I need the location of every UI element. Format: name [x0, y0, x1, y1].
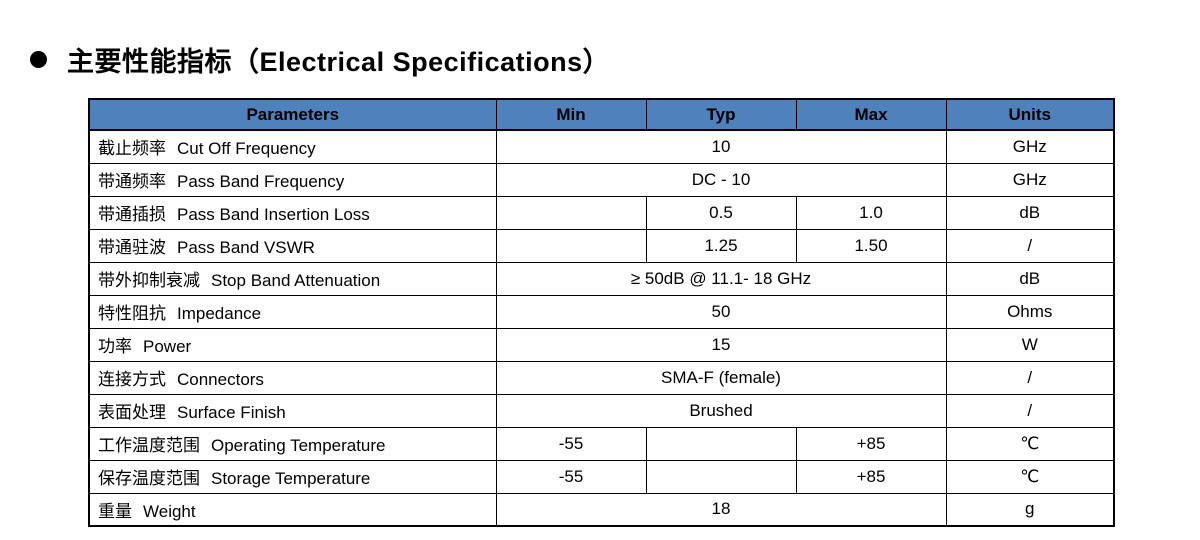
units-cell: g [945, 492, 1115, 527]
parameter-name-en: Weight [143, 501, 196, 521]
value-cell: 18 [495, 492, 947, 527]
parameter-name-zh: 带通频率 [98, 172, 166, 191]
parameter-name-en: Power [143, 337, 192, 356]
parameter-name-zh: 带通插损 [98, 205, 166, 224]
parameter-name-zh: 特性阻抗 [98, 304, 166, 323]
table-header-row: Parameters Min Typ Max Units [88, 98, 1115, 131]
parameter-cell: 带通驻波 Pass Band VSWR [88, 228, 497, 263]
value-cell: Brushed [495, 393, 947, 428]
units-cell: dB [945, 195, 1115, 230]
value-cell: SMA-F (female) [495, 360, 947, 395]
parameter-name-zh: 表面处理 [98, 403, 166, 422]
table-row-connectors: 连接方式 Connectors SMA-F (female) / [88, 360, 1115, 395]
parameter-name-en: Impedance [177, 304, 262, 323]
electrical-specifications-table: Parameters Min Typ Max Units 截止频率 Cut Off… [88, 98, 1115, 527]
parameter-cell: 连接方式 Connectors [88, 360, 497, 395]
page-title: 主要性能指标（Electrical Specifications） [67, 47, 611, 77]
table-row-pass-band-insertion-loss: 带通插损 Pass Band Insertion Loss 0.5 1.0 dB [88, 195, 1115, 230]
parameter-name-en: Connectors [177, 370, 264, 389]
column-header-units: Units [945, 98, 1115, 131]
value-cell: ≥ 50dB @ 11.1- 18 GHz [495, 261, 947, 296]
max-cell: 1.0 [795, 195, 947, 230]
column-header-typ: Typ [645, 98, 797, 131]
parameter-name-en: Pass Band Frequency [177, 172, 345, 191]
parameter-name-zh: 带通驻波 [98, 238, 166, 257]
table-row-pass-band-frequency: 带通频率 Pass Band Frequency DC - 10 GHz [88, 162, 1115, 197]
table-row-stop-band-attenuation: 带外抑制衰减 Stop Band Attenuation ≥ 50dB @ 11.… [88, 261, 1115, 296]
parameter-name-en: Operating Temperature [211, 436, 386, 455]
max-cell: +85 [795, 459, 947, 494]
table-row-weight: 重量 Weight 18 g [88, 492, 1115, 527]
parameter-name-zh: 重量 [98, 501, 132, 521]
parameter-name-zh: 工作温度范围 [98, 436, 200, 455]
table-row-pass-band-vswr: 带通驻波 Pass Band VSWR 1.25 1.50 / [88, 228, 1115, 263]
value-cell: 50 [495, 294, 947, 329]
column-header-max: Max [795, 98, 947, 131]
table-row-operating-temperature: 工作温度范围 Operating Temperature -55 +85 ℃ [88, 426, 1115, 461]
column-header-parameters: Parameters [88, 98, 497, 131]
units-cell: Ohms [945, 294, 1115, 329]
units-cell: / [945, 228, 1115, 263]
units-cell: GHz [945, 162, 1115, 197]
parameter-cell: 带通频率 Pass Band Frequency [88, 162, 497, 197]
parameter-cell: 重量 Weight [88, 492, 497, 527]
min-cell [495, 228, 647, 263]
parameter-name-zh: 带外抑制衰减 [98, 271, 200, 290]
parameter-cell: 工作温度范围 Operating Temperature [88, 426, 497, 461]
parameter-cell: 表面处理 Surface Finish [88, 393, 497, 428]
table-row-impedance: 特性阻抗 Impedance 50 Ohms [88, 294, 1115, 329]
max-cell: +85 [795, 426, 947, 461]
typ-cell: 1.25 [645, 228, 797, 263]
typ-cell [645, 426, 797, 461]
parameter-name-en: Pass Band Insertion Loss [177, 205, 370, 224]
bullet-icon [30, 51, 47, 68]
min-cell: -55 [495, 426, 647, 461]
table-row-storage-temperature: 保存温度范围 Storage Temperature -55 +85 ℃ [88, 459, 1115, 494]
table-row-surface-finish: 表面处理 Surface Finish Brushed / [88, 393, 1115, 428]
column-header-min: Min [495, 98, 647, 131]
parameter-name-zh: 连接方式 [98, 370, 166, 389]
value-cell: 10 [495, 129, 947, 164]
units-cell: GHz [945, 129, 1115, 164]
units-cell: ℃ [945, 426, 1115, 461]
parameter-cell: 带通插损 Pass Band Insertion Loss [88, 195, 497, 230]
units-cell: / [945, 393, 1115, 428]
parameter-name-zh: 保存温度范围 [98, 469, 200, 488]
parameter-cell: 功率 Power [88, 327, 497, 362]
parameter-name-zh: 截止频率 [98, 139, 166, 159]
parameter-name-en: Stop Band Attenuation [211, 271, 381, 290]
value-cell: 15 [495, 327, 947, 362]
parameter-name-en: Surface Finish [177, 403, 286, 422]
parameter-cell: 带外抑制衰减 Stop Band Attenuation [88, 261, 497, 296]
parameter-cell: 截止频率 Cut Off Frequency [88, 129, 497, 164]
table-row-power: 功率 Power 15 W [88, 327, 1115, 362]
section-title: 主要性能指标（Electrical Specifications） [30, 40, 610, 79]
max-cell: 1.50 [795, 228, 947, 263]
parameter-name-en: Pass Band VSWR [177, 238, 315, 257]
units-cell: W [945, 327, 1115, 362]
min-cell: -55 [495, 459, 647, 494]
value-cell: DC - 10 [495, 162, 947, 197]
units-cell: ℃ [945, 459, 1115, 494]
parameter-name-zh: 功率 [98, 337, 132, 356]
parameter-cell: 保存温度范围 Storage Temperature [88, 459, 497, 494]
parameter-name-en: Cut Off Frequency [177, 139, 316, 159]
table-row-cut-off-frequency: 截止频率 Cut Off Frequency 10 GHz [88, 129, 1115, 164]
parameter-name-en: Storage Temperature [211, 469, 371, 488]
typ-cell: 0.5 [645, 195, 797, 230]
parameter-cell: 特性阻抗 Impedance [88, 294, 497, 329]
typ-cell [645, 459, 797, 494]
units-cell: dB [945, 261, 1115, 296]
units-cell: / [945, 360, 1115, 395]
min-cell [495, 195, 647, 230]
